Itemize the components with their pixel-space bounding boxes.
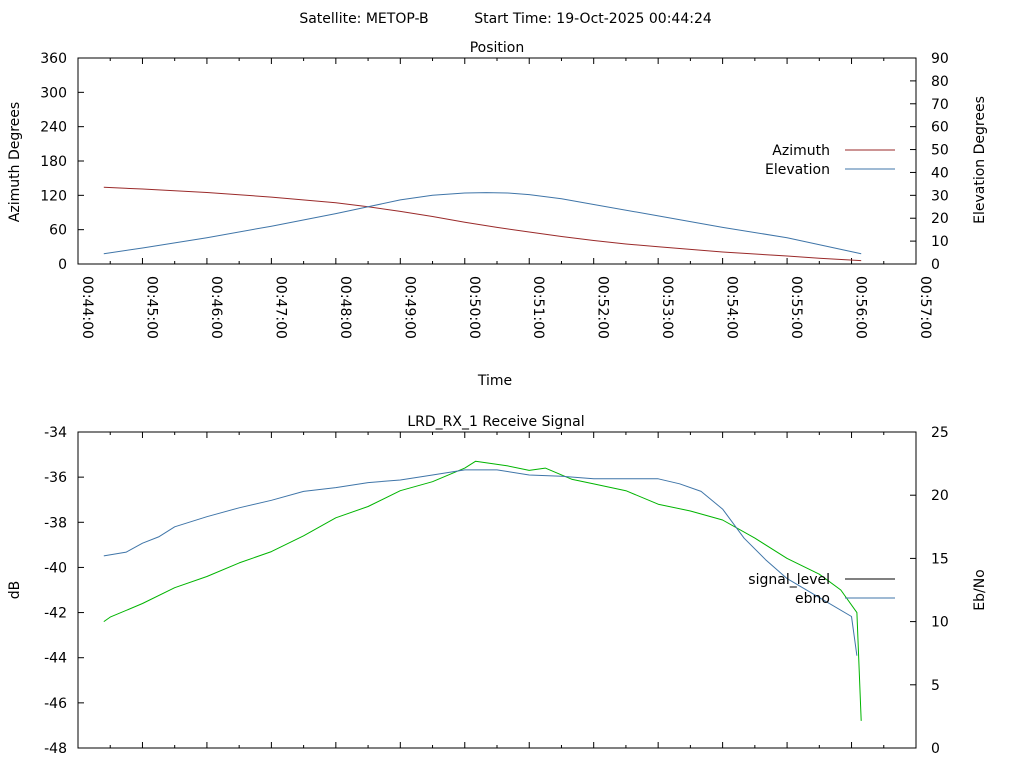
chart1-y-right-tick-label: 15	[931, 551, 949, 567]
chart1-y-left-tick-label: -34	[44, 425, 67, 441]
chart1-series-ebno-line	[103, 469, 858, 656]
chart0-y-right-tick-label: 50	[931, 143, 949, 159]
chart0-x-tick-label: 00:53:00	[659, 276, 675, 339]
chart0-y-right-tick-label: 10	[931, 234, 949, 250]
chart0-x-tick-label: 00:44:00	[79, 276, 95, 339]
chart0-x-tick-label: 00:52:00	[595, 276, 611, 339]
chart0-x-tick-label: 00:54:00	[724, 276, 740, 339]
chart1-y-left-tick-label: -36	[44, 470, 67, 486]
chart0-y-right-tick-label: 0	[931, 257, 940, 273]
chart0-x-tick-label: 00:49:00	[401, 276, 417, 339]
chart1-y-right-tick-label: 25	[931, 425, 949, 441]
chart0-y-left-tick-label: 300	[40, 85, 67, 101]
position-xlabel: Time	[477, 373, 512, 389]
chart1-y-left-tick-label: -44	[44, 651, 67, 667]
chart1-y-right-tick-label: 10	[931, 615, 949, 631]
chart0-y-left-tick-label: 60	[49, 223, 67, 239]
receive-ylabel-left: dB	[7, 581, 23, 600]
chart0-y-right-tick-label: 30	[931, 188, 949, 204]
chart1-y-right-tick-label: 0	[931, 741, 940, 757]
chart0-series-elevation-line	[103, 192, 862, 255]
chart0-x-tick-label: 00:56:00	[853, 276, 869, 339]
chart0-x-tick-label: 00:45:00	[143, 276, 159, 339]
chart0-y-right-tick-label: 80	[931, 74, 949, 90]
receive-ylabel-right: Eb/No	[972, 569, 988, 611]
receive-signal-chart-title: LRD_RX_1 Receive Signal	[407, 414, 584, 430]
position-chart-title: Position	[470, 40, 525, 56]
chart0-x-tick-label: 00:48:00	[337, 276, 353, 339]
chart0-y-right-tick-label: 20	[931, 211, 949, 227]
position-ylabel-right: Elevation Degrees	[972, 96, 988, 224]
chart0-x-tick-label: 00:55:00	[788, 276, 804, 339]
chart1-y-left-tick-label: -38	[44, 515, 67, 531]
chart0-y-left-tick-label: 0	[58, 257, 67, 273]
start-time-label: Start Time: 19-Oct-2025 00:44:24	[474, 11, 712, 27]
chart0-y-right-tick-label: 60	[931, 120, 949, 136]
chart0-x-tick-label: 00:57:00	[917, 276, 933, 339]
chart1-legend-label-ebno: ebno	[795, 591, 830, 607]
position-ylabel-left: Azimuth Degrees	[7, 102, 23, 222]
chart1-series-signal-level-line	[103, 460, 862, 721]
chart1-y-right-tick-label: 5	[931, 678, 940, 694]
chart0-legend-label-azimuth: Azimuth	[772, 143, 830, 159]
chart0-legend-label-elevation: Elevation	[765, 162, 830, 178]
chart1-y-right-tick-label: 20	[931, 488, 949, 504]
chart1-y-left-tick-label: -40	[44, 560, 67, 576]
position-chart: Position Time Azimuth Degrees Elevation …	[7, 40, 988, 389]
chart1-legend-label-signal-level: signal_level	[748, 572, 830, 588]
chart0-y-right-tick-label: 90	[931, 51, 949, 67]
chart0-y-right-tick-label: 40	[931, 165, 949, 181]
chart0-y-left-tick-label: 180	[40, 154, 67, 170]
chart0-x-tick-label: 00:50:00	[466, 276, 482, 339]
satellite-label: Satellite: METOP-B	[299, 11, 428, 27]
chart0-x-tick-label: 00:47:00	[272, 276, 288, 339]
chart1-y-left-tick-label: -42	[44, 606, 67, 622]
chart0-x-tick-label: 00:51:00	[530, 276, 546, 339]
chart1-y-left-tick-label: -46	[44, 696, 67, 712]
chart1-y-left-tick-label: -48	[44, 741, 67, 757]
chart0-plot-frame	[77, 57, 917, 265]
chart0-y-left-tick-label: 360	[40, 51, 67, 67]
receive-signal-chart: LRD_RX_1 Receive Signal dB Eb/No -48 -46 -…	[7, 414, 988, 757]
chart0-x-tick-label: 00:46:00	[208, 276, 224, 339]
chart0-y-left-tick-label: 120	[40, 188, 67, 204]
chart1-plot-frame	[77, 431, 917, 749]
chart0-y-left-tick-label: 240	[40, 120, 67, 136]
chart0-series-azimuth-line	[103, 186, 862, 262]
chart0-y-right-tick-label: 70	[931, 97, 949, 113]
